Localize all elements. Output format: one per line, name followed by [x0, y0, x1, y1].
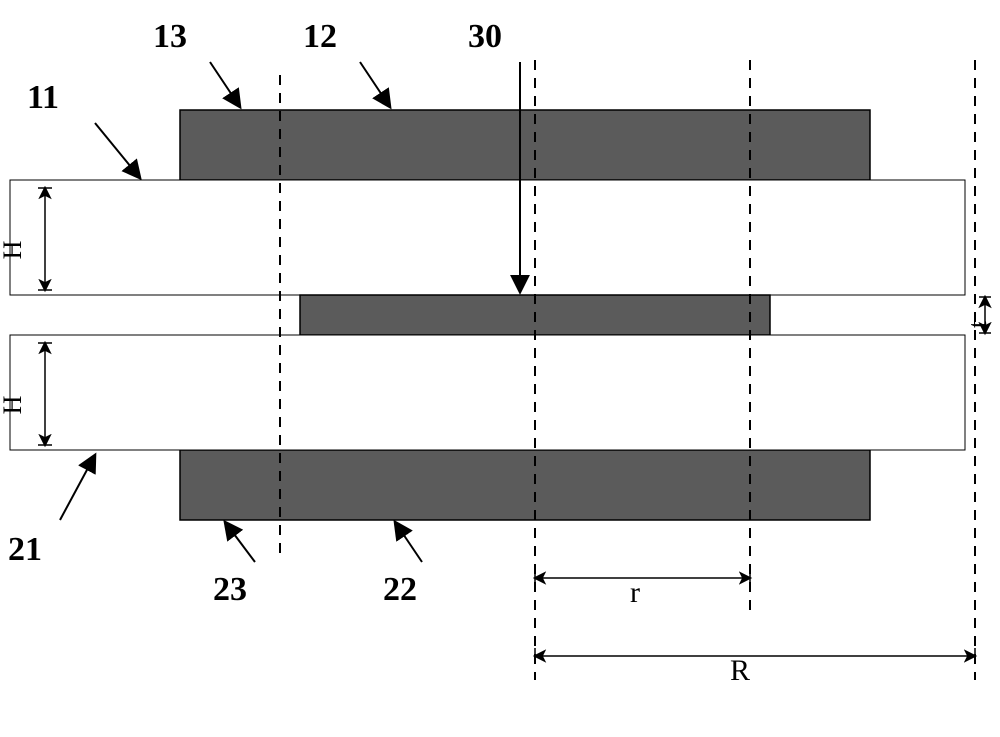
ref-13: 13: [153, 18, 187, 55]
label-R: R: [730, 654, 750, 687]
label-H-top: H: [0, 240, 27, 259]
leader-23: [225, 522, 255, 562]
ref-22: 22: [383, 571, 417, 608]
diagram-canvas: H Ht r R 11 13 12 30 21 23 22: [0, 0, 1000, 737]
ref-30: 30: [468, 18, 502, 55]
leader-12: [360, 62, 390, 107]
ref-23: 23: [213, 571, 247, 608]
leader-22: [395, 522, 422, 562]
bottom-substrate: [10, 335, 965, 450]
top-electrode: [180, 110, 870, 180]
leader-21: [60, 455, 95, 520]
ref-11: 11: [27, 79, 59, 116]
label-H-bot: H: [0, 395, 27, 414]
ref-21: 21: [8, 531, 42, 568]
leader-11: [95, 123, 140, 178]
label-t: t: [963, 320, 992, 328]
bottom-electrode: [180, 450, 870, 520]
leader-13: [210, 62, 240, 107]
ref-12: 12: [303, 18, 337, 55]
label-r: r: [630, 576, 640, 609]
top-substrate: [10, 180, 965, 295]
